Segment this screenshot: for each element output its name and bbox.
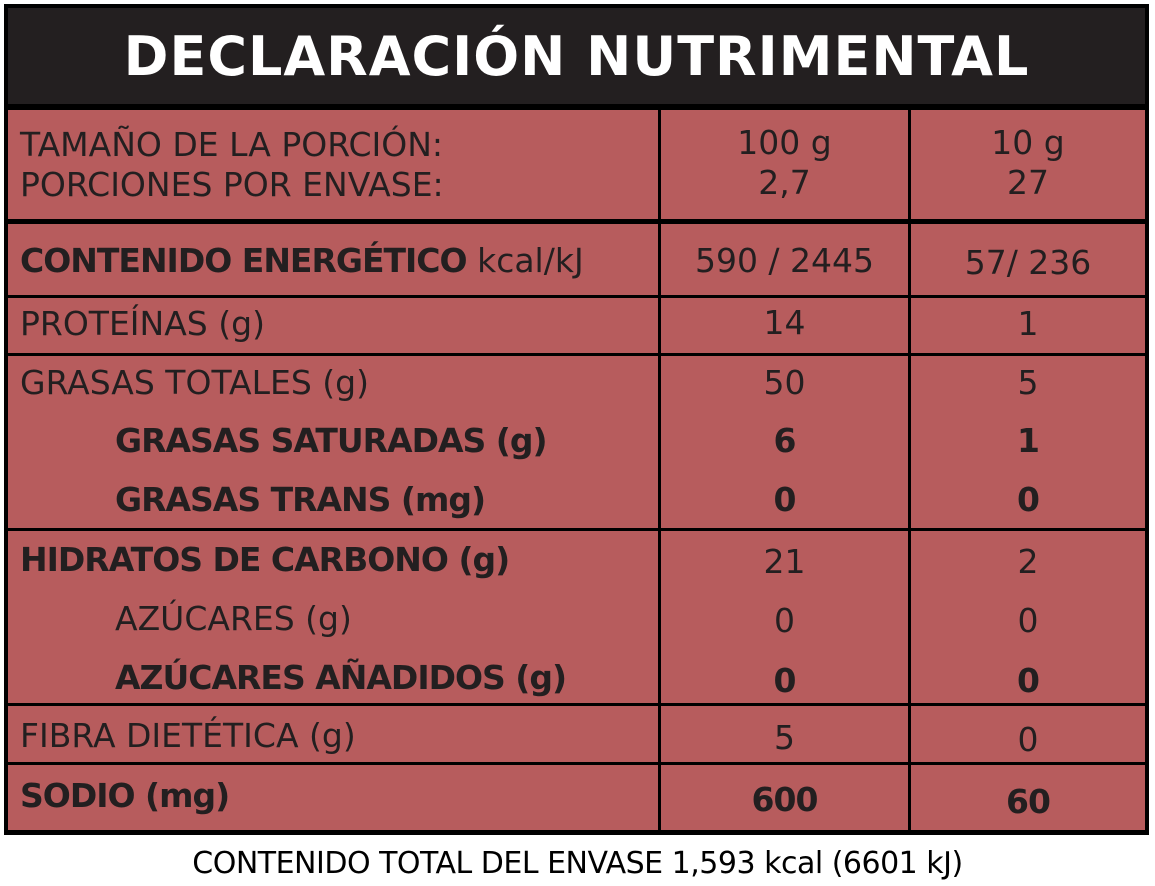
fats-col2-cell: 5 1 0: [911, 356, 1145, 528]
trans-fat-col1: 0: [773, 480, 797, 519]
carbs-col1-cell: 21 0 0: [661, 531, 908, 703]
carbs-col2-cell: 2 0 0: [911, 531, 1145, 703]
serving-size-label: TAMAÑO DE LA PORCIÓN:: [20, 125, 444, 164]
title-bar: DECLARACIÓN NUTRIMENTAL: [8, 8, 1145, 104]
fiber-col1-cell: 5: [661, 706, 908, 762]
carbs-label-cell: HIDRATOS DE CARBONO (g) AZÚCARES (g) AZÚ…: [8, 531, 658, 703]
fiber-col2: 0: [1017, 720, 1039, 759]
fiber-col2-cell: 0: [911, 706, 1145, 762]
protein-col1: 14: [763, 303, 806, 342]
added-sugars-label: AZÚCARES AÑADIDOS (g): [115, 658, 567, 697]
added-sugars-col2: 0: [1017, 661, 1040, 700]
carbohydrates-col1: 21: [763, 542, 806, 581]
saturated-fat-label: GRASAS SATURADAS (g): [115, 421, 548, 460]
protein-col2: 1: [1017, 304, 1039, 343]
portions-col2: 27: [1007, 163, 1049, 202]
added-sugars-col1: 0: [773, 661, 797, 700]
serving-col2-cell: 10 g 27: [911, 110, 1145, 219]
fats-label-cell: GRASAS TOTALES (g) GRASAS SATURADAS (g) …: [8, 356, 658, 528]
total-fat-col1: 50: [763, 363, 806, 402]
fiber-label: FIBRA DIETÉTICA (g): [20, 716, 356, 755]
energy-label: CONTENIDO ENERGÉTICO: [20, 241, 468, 280]
saturated-fat-col1: 6: [773, 421, 797, 460]
sodium-label-cell: SODIO (mg): [8, 765, 658, 830]
sugars-col1: 0: [774, 601, 795, 640]
total-fat-col2: 5: [1017, 363, 1039, 402]
sugars-col2: 0: [1017, 601, 1039, 640]
saturated-fat-col2: 1: [1017, 421, 1040, 460]
serving-label-cell: TAMAÑO DE LA PORCIÓN: PORCIONES POR ENVA…: [8, 110, 658, 219]
energy-col2-cell: 57/ 236: [911, 224, 1145, 295]
protein-col2-cell: 1: [911, 298, 1145, 353]
energy-unit: kcal/kJ: [477, 241, 584, 280]
energy-col2: 57/ 236: [964, 243, 1092, 282]
fiber-col1: 5: [774, 718, 795, 757]
energy-col1-cell: 590 / 2445: [661, 224, 908, 295]
carbohydrates-label: HIDRATOS DE CARBONO (g): [20, 540, 510, 579]
sugars-label: AZÚCARES (g): [115, 599, 352, 638]
carbohydrates-col2: 2: [1017, 542, 1039, 581]
portions-label: PORCIONES POR ENVASE:: [20, 165, 444, 204]
trans-fat-col2: 0: [1017, 480, 1040, 519]
fats-col1-cell: 50 6 0: [661, 356, 908, 528]
sodium-col2-cell: 60: [911, 765, 1145, 830]
fiber-label-cell: FIBRA DIETÉTICA (g): [8, 706, 658, 762]
total-content-footer: CONTENIDO TOTAL DEL ENVASE 1,593 kcal (6…: [192, 846, 963, 881]
energy-col1: 590 / 2445: [694, 241, 875, 280]
serving-col1-cell: 100 g 2,7: [661, 110, 908, 219]
energy-label-cell: CONTENIDO ENERGÉTICO kcal/kJ: [8, 224, 658, 295]
sodium-label: SODIO (mg): [20, 776, 230, 815]
protein-label-cell: PROTEÍNAS (g): [8, 298, 658, 353]
protein-label: PROTEÍNAS (g): [20, 304, 265, 343]
serving-size-col2: 10 g: [991, 123, 1065, 162]
total-fat-label: GRASAS TOTALES (g): [20, 363, 369, 402]
label-title: DECLARACIÓN NUTRIMENTAL: [123, 24, 1030, 88]
sodium-col1: 600: [751, 780, 819, 819]
sodium-col2: 60: [1006, 782, 1051, 821]
sodium-col1-cell: 600: [661, 765, 908, 830]
trans-fat-label: GRASAS TRANS (mg): [115, 480, 486, 519]
serving-size-col1: 100 g: [737, 123, 832, 162]
portions-col1: 2,7: [758, 163, 811, 202]
protein-col1-cell: 14: [661, 298, 908, 353]
